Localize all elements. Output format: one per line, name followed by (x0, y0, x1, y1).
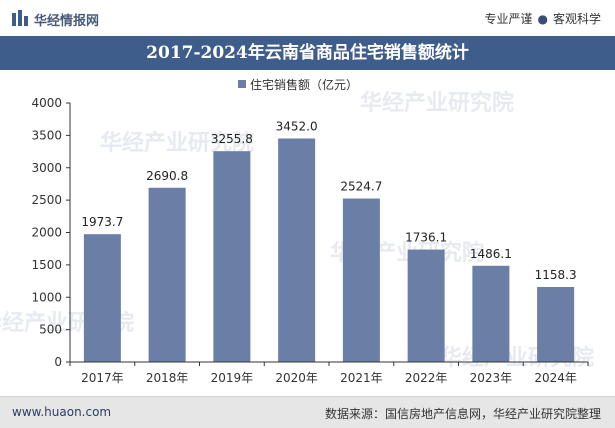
x-tick-label: 2018年 (146, 371, 189, 385)
data-label: 3452.0 (276, 119, 318, 133)
watermark-text: 华经产业研究院 (360, 90, 514, 116)
data-label: 3255.8 (211, 132, 253, 146)
x-tick-label: 2017年 (81, 371, 124, 385)
x-tick-label: 2019年 (211, 371, 254, 385)
slogan-right: 客观科学 (552, 12, 601, 26)
bar (407, 249, 445, 362)
data-label: 1736.1 (405, 231, 447, 245)
y-tick-label: 0 (54, 355, 62, 369)
y-axis: 0 500 1000 1500 2000 2500 3000 3500 4000 (31, 96, 71, 369)
bar (213, 151, 251, 362)
chart-title: 2017-2024年云南省商品住宅销售额统计 (0, 36, 615, 70)
dot-separator-icon: ● (537, 12, 548, 26)
bar (148, 187, 186, 362)
x-tick-label: 2022年 (405, 371, 448, 385)
footer: www.huaon.com 数据来源：国信房地产信息网，华经产业研究院整理 (0, 396, 615, 428)
data-label: 1973.7 (81, 215, 123, 229)
y-tick-label: 500 (39, 323, 62, 337)
brand-name: 华经情报网 (34, 14, 100, 29)
slogan-left: 专业严谨 (484, 12, 533, 26)
legend-swatch (238, 80, 246, 88)
bar (83, 234, 121, 362)
bar (537, 287, 575, 362)
y-tick-label: 3500 (31, 128, 62, 142)
x-tick-label: 2020年 (275, 371, 318, 385)
x-tick-label: 2023年 (470, 371, 513, 385)
y-tick-label: 2500 (31, 193, 62, 207)
bar (278, 138, 316, 362)
footer-source: 数据来源：国信房地产信息网，华经产业研究院整理 (324, 407, 601, 421)
legend-label: 住宅销售额（亿元） (250, 77, 358, 92)
y-tick-label: 1500 (31, 258, 62, 272)
bar (342, 198, 380, 362)
bars: 1973.7 2690.8 3255.8 3452.0 2524.7 1736.1 1486… (81, 119, 577, 362)
data-label: 1158.3 (535, 268, 577, 282)
y-tick-label: 2000 (31, 226, 62, 240)
x-tick-label: 2024年 (534, 371, 577, 385)
data-label: 2690.8 (146, 169, 188, 183)
x-tick-label: 2021年 (340, 371, 383, 385)
footer-site: www.huaon.com (12, 405, 112, 419)
bar-chart: 华经产业研究院华经产业研究院华经产业研究院华经产业研究院华经产业研究院 住宅销售… (0, 77, 594, 385)
y-tick-label: 4000 (31, 96, 62, 110)
y-tick-label: 3000 (31, 161, 62, 175)
top-bar: 华经情报网 专业严谨 ● 客观科学 (0, 0, 615, 36)
x-axis: 2017年 2018年 2019年 2020年 2021年 2022年 2023年 2024年 (69, 361, 589, 385)
y-tick-label: 1000 (31, 290, 62, 304)
data-label: 2524.7 (340, 180, 382, 194)
bar (472, 265, 510, 362)
data-label: 1486.1 (470, 247, 512, 261)
legend: 住宅销售额（亿元） (238, 77, 358, 92)
slogan: 专业严谨 ● 客观科学 (484, 10, 601, 27)
bar-chart-logo-icon (12, 10, 28, 26)
